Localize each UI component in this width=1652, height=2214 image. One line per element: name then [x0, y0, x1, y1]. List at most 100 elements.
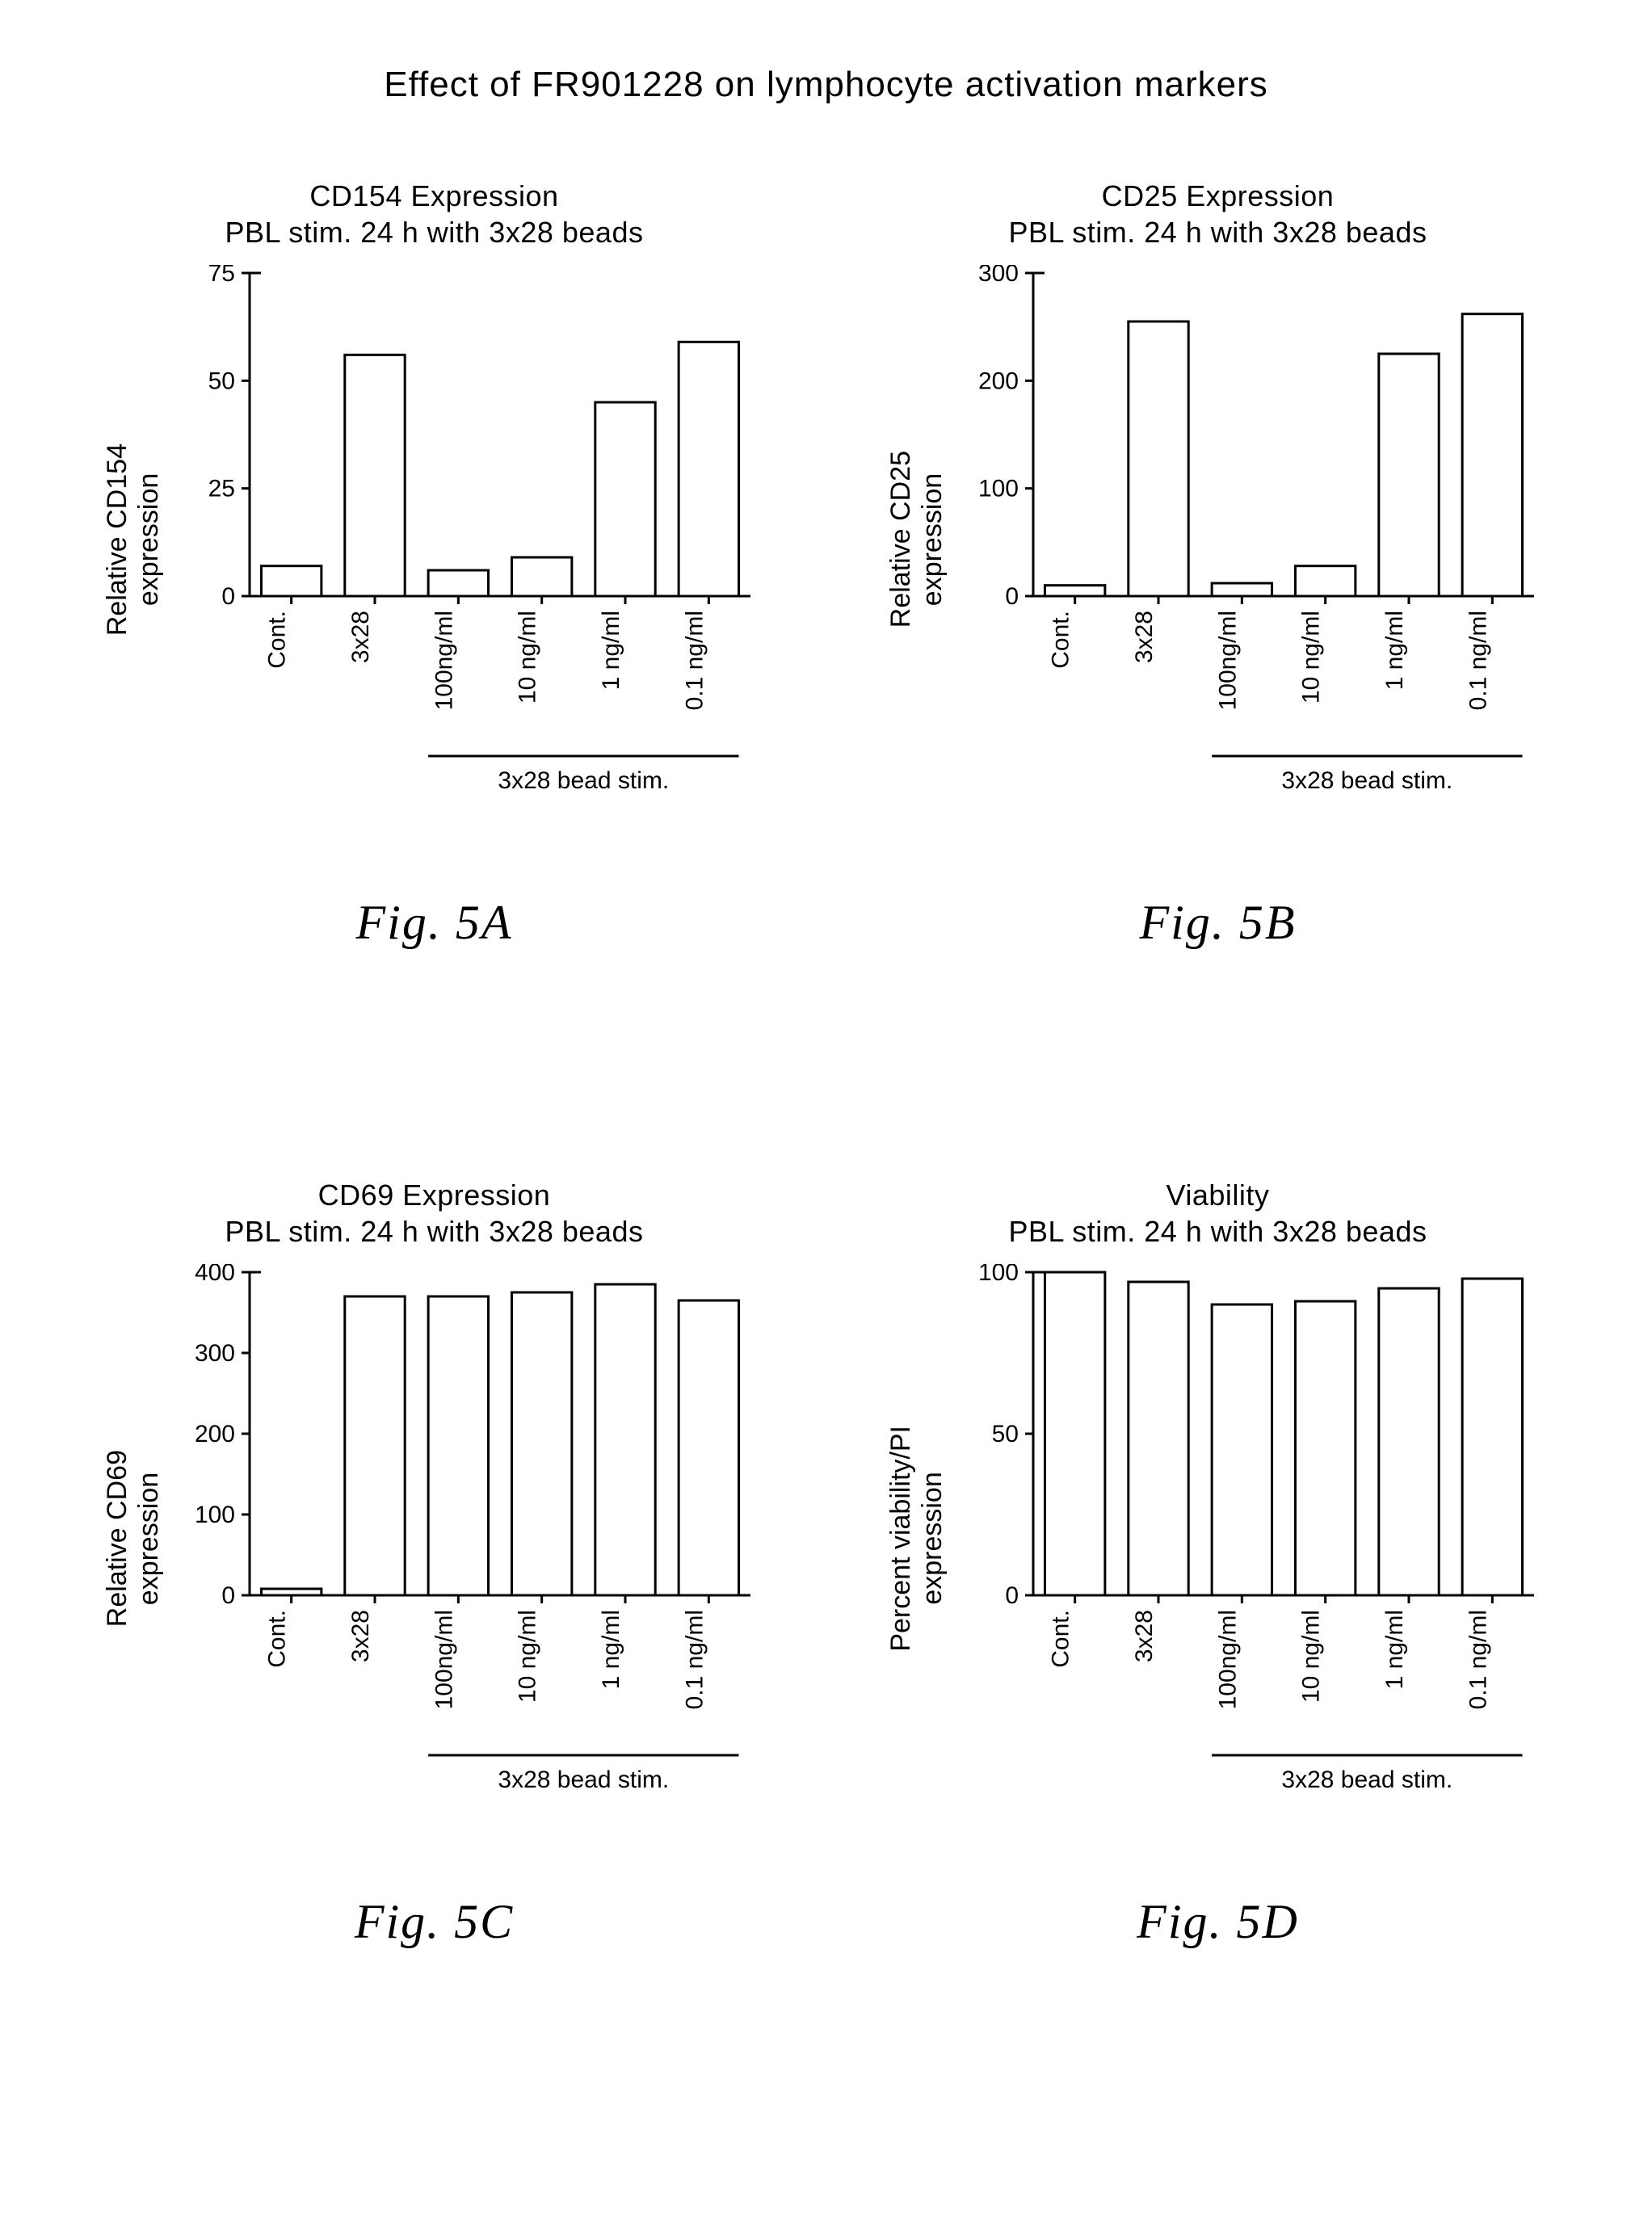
bar-chart: 0 100 200 300 Cont. 3x28 100ng/ml 10 ng/ml 1 ng/…	[961, 265, 1550, 814]
panel-title: CD69 ExpressionPBL stim. 24 h with 3x28 …	[225, 1177, 644, 1250]
bar	[428, 1296, 488, 1595]
bar	[1212, 1304, 1272, 1595]
chart-row: Relative CD69expression0100200300400Cont…	[102, 1264, 766, 1813]
panel-A: CD154 ExpressionPBL stim. 24 h with 3x28…	[91, 178, 778, 951]
x-tick-label: 10 ng/ml	[514, 1610, 540, 1703]
y-axis-label: Relative CD154expression	[102, 443, 165, 636]
figure-label: Fig. 5B	[1140, 895, 1297, 951]
chart-row: Relative CD154expression 0 25 50 75 Cont. 3x28…	[102, 265, 766, 814]
bar-chart: 0100200300400Cont.3x28100ng/ml10 ng/ml1 …	[177, 1264, 767, 1813]
y-tick-label: 100	[978, 1264, 1019, 1286]
y-tick-label: 0	[221, 1582, 235, 1609]
panel-title: CD25 ExpressionPBL stim. 24 h with 3x28 …	[1009, 178, 1427, 250]
x-tick-label: 3x28	[1131, 1610, 1158, 1662]
page-title: Effect of FR901228 on lymphocyte activat…	[0, 65, 1652, 105]
x-tick-label: 1 ng/ml	[598, 1610, 624, 1689]
bar-chart: 050100Cont.3x28100ng/ml10 ng/ml1 ng/ml0.…	[961, 1264, 1550, 1813]
y-tick-label: 0	[1005, 583, 1019, 610]
bar	[595, 402, 654, 596]
chart-row: Relative CD25expression 0 100 200 300 Cont. 3x…	[885, 265, 1549, 814]
y-tick-label: 100	[978, 476, 1019, 502]
bar	[1462, 1279, 1522, 1595]
bar	[511, 1292, 571, 1595]
y-tick-label: 200	[978, 368, 1019, 394]
y-axis-label: Relative CD25expression	[885, 451, 948, 628]
y-tick-label: 75	[208, 265, 234, 287]
y-axis-label: Relative CD69expression	[102, 1450, 165, 1627]
bar	[261, 566, 321, 596]
group-label: 3x28 bead stim.	[498, 767, 669, 794]
x-tick-label: Cont.	[263, 1610, 290, 1668]
y-tick-label: 0	[221, 583, 235, 610]
panel-title: CD154 ExpressionPBL stim. 24 h with 3x28…	[225, 178, 644, 250]
bar	[1045, 1272, 1104, 1595]
y-tick-label: 25	[208, 476, 234, 502]
x-tick-label: 1 ng/ml	[1381, 1610, 1408, 1689]
y-tick-label: 300	[978, 265, 1019, 287]
panel-D: ViabilityPBL stim. 24 h with 3x28 beadsP…	[875, 1177, 1562, 1950]
x-tick-label: 100ng/ml	[431, 611, 457, 710]
panel-C: CD69 ExpressionPBL stim. 24 h with 3x28 …	[91, 1177, 778, 1950]
x-tick-label: 10 ng/ml	[514, 611, 540, 704]
bar	[679, 1300, 738, 1595]
figure-label: Fig. 5D	[1137, 1894, 1299, 1950]
y-tick-label: 300	[195, 1340, 235, 1367]
x-tick-label: 3x28	[1131, 611, 1158, 663]
y-tick-label: 200	[195, 1421, 235, 1447]
x-tick-label: 100ng/ml	[1214, 1610, 1241, 1709]
panel-title-line2: PBL stim. 24 h with 3x28 beads	[1009, 1213, 1427, 1250]
bar	[428, 570, 488, 596]
bar	[261, 1589, 321, 1595]
panel-title-line1: CD25 Expression	[1009, 178, 1427, 214]
bar	[344, 1296, 404, 1595]
chart-row: Percent viability/PIexpression 0 50 100 Cont…	[885, 1264, 1549, 1813]
group-label: 3x28 bead stim.	[1281, 767, 1452, 794]
panel-B: CD25 ExpressionPBL stim. 24 h with 3x28 …	[875, 178, 1562, 951]
x-tick-label: 3x28	[347, 1610, 374, 1662]
x-tick-label: 100ng/ml	[431, 1610, 457, 1709]
bar-chart: 0 25 50 75 Cont. 3x28 100ng/ml 10 ng/ml 1 ng/ml 0…	[177, 265, 767, 814]
panel-title-line1: CD69 Expression	[225, 1177, 644, 1213]
x-tick-label: 1 ng/ml	[598, 611, 624, 690]
x-tick-label: 10 ng/ml	[1297, 1610, 1324, 1703]
group-label: 3x28 bead stim.	[498, 1767, 669, 1793]
bar	[344, 355, 404, 596]
group-label: 3x28 bead stim.	[1281, 1767, 1452, 1793]
panel-title-line1: Viability	[1009, 1177, 1427, 1213]
bar	[1128, 1282, 1188, 1595]
x-tick-label: 0.1 ng/ml	[681, 611, 708, 710]
y-tick-label: 0	[1005, 1582, 1019, 1609]
bar	[1378, 354, 1438, 596]
x-tick-label: 10 ng/ml	[1297, 611, 1324, 704]
y-axis-label: Percent viability/PIexpression	[885, 1426, 948, 1652]
x-tick-label: 1 ng/ml	[1381, 611, 1408, 690]
bar	[595, 1284, 654, 1595]
bar	[1045, 586, 1104, 596]
panel-title-line2: PBL stim. 24 h with 3x28 beads	[225, 214, 644, 250]
bar	[1128, 321, 1188, 596]
x-tick-label: Cont.	[263, 611, 290, 669]
bar	[1378, 1288, 1438, 1595]
figure-page: Effect of FR901228 on lymphocyte activat…	[0, 0, 1652, 2214]
bar	[679, 342, 738, 596]
x-tick-label: 0.1 ng/ml	[681, 1610, 708, 1709]
panel-grid: CD154 ExpressionPBL stim. 24 h with 3x28…	[91, 178, 1562, 1950]
y-tick-label: 100	[195, 1502, 235, 1528]
x-tick-label: Cont.	[1047, 611, 1074, 669]
bar	[1295, 566, 1355, 596]
panel-title-line2: PBL stim. 24 h with 3x28 beads	[225, 1213, 644, 1250]
panel-title-line2: PBL stim. 24 h with 3x28 beads	[1009, 214, 1427, 250]
bar	[1212, 583, 1272, 596]
bar	[511, 557, 571, 596]
y-tick-label: 50	[991, 1421, 1018, 1447]
x-tick-label: 100ng/ml	[1214, 611, 1241, 710]
y-tick-label: 50	[208, 368, 234, 394]
figure-label: Fig. 5A	[356, 895, 513, 951]
panel-title: ViabilityPBL stim. 24 h with 3x28 beads	[1009, 1177, 1427, 1250]
x-tick-label: 0.1 ng/ml	[1465, 611, 1491, 710]
panel-title-line1: CD154 Expression	[225, 178, 644, 214]
bar	[1462, 314, 1522, 596]
bar	[1295, 1301, 1355, 1595]
x-tick-label: 3x28	[347, 611, 374, 663]
x-tick-label: Cont.	[1047, 1610, 1074, 1668]
